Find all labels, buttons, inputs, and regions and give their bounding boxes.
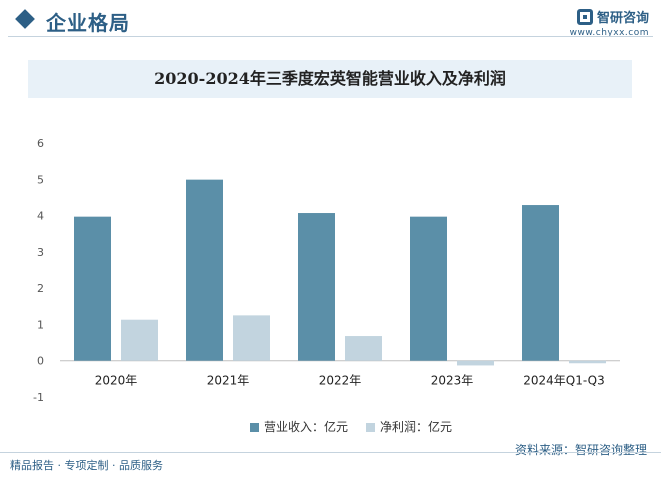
header-divider bbox=[8, 36, 653, 37]
y-tick-label: 4 bbox=[37, 210, 44, 223]
y-tick-label: 5 bbox=[37, 173, 44, 186]
footer-services: 精品报告 · 专项定制 · 品质服务 bbox=[10, 459, 163, 472]
bar-revenue bbox=[522, 205, 559, 361]
x-category-label: 2024年Q1-Q3 bbox=[523, 374, 604, 388]
y-tick-label: 2 bbox=[37, 282, 44, 295]
chart-legend: 营业收入：亿元 净利润：亿元 bbox=[250, 418, 470, 435]
x-category-label: 2022年 bbox=[319, 374, 362, 388]
header: 企业格局 智研咨询 www.chyxx.com bbox=[0, 0, 661, 46]
chart-title-band: 2020-2024年三季度宏英智能营业收入及净利润 bbox=[28, 60, 632, 98]
bar-net-profit bbox=[345, 336, 382, 361]
x-category-label: 2023年 bbox=[431, 374, 474, 388]
x-category-label: 2020年 bbox=[95, 374, 138, 388]
y-tick-label: -1 bbox=[33, 391, 44, 404]
y-tick-label: 1 bbox=[37, 318, 44, 331]
footer-divider bbox=[0, 452, 661, 453]
x-category-label: 2021年 bbox=[207, 374, 250, 388]
data-source: 资料来源：智研咨询整理 bbox=[514, 443, 647, 457]
bar-revenue bbox=[410, 216, 447, 361]
legend-item: 净利润：亿元 bbox=[366, 418, 452, 435]
y-tick-label: 3 bbox=[37, 246, 44, 259]
brand-logo-icon bbox=[576, 8, 593, 25]
bar-revenue bbox=[298, 213, 335, 361]
bar-revenue bbox=[186, 179, 223, 361]
y-tick-label: 0 bbox=[37, 355, 44, 368]
bar-net-profit bbox=[233, 315, 270, 361]
legend-label: 营业收入：亿元 bbox=[264, 420, 349, 434]
legend-item: 营业收入：亿元 bbox=[250, 418, 348, 435]
bar-revenue bbox=[74, 216, 111, 361]
bar-net-profit bbox=[569, 360, 606, 364]
section-title: 企业格局 bbox=[46, 11, 130, 35]
brand-url: www.chyxx.com bbox=[569, 28, 649, 38]
chart-title: 2020-2024年三季度宏英智能营业收入及净利润 bbox=[154, 69, 506, 88]
legend-label: 净利润：亿元 bbox=[380, 420, 453, 434]
brand-logo: 智研咨询 www.chyxx.com bbox=[570, 6, 649, 38]
legend-swatch bbox=[250, 423, 259, 432]
legend-swatch bbox=[366, 423, 376, 432]
y-tick-label: 6 bbox=[37, 137, 44, 150]
bar-net-profit bbox=[457, 360, 494, 366]
bar-net-profit bbox=[121, 319, 158, 361]
brand-name: 智研咨询 bbox=[596, 11, 649, 26]
